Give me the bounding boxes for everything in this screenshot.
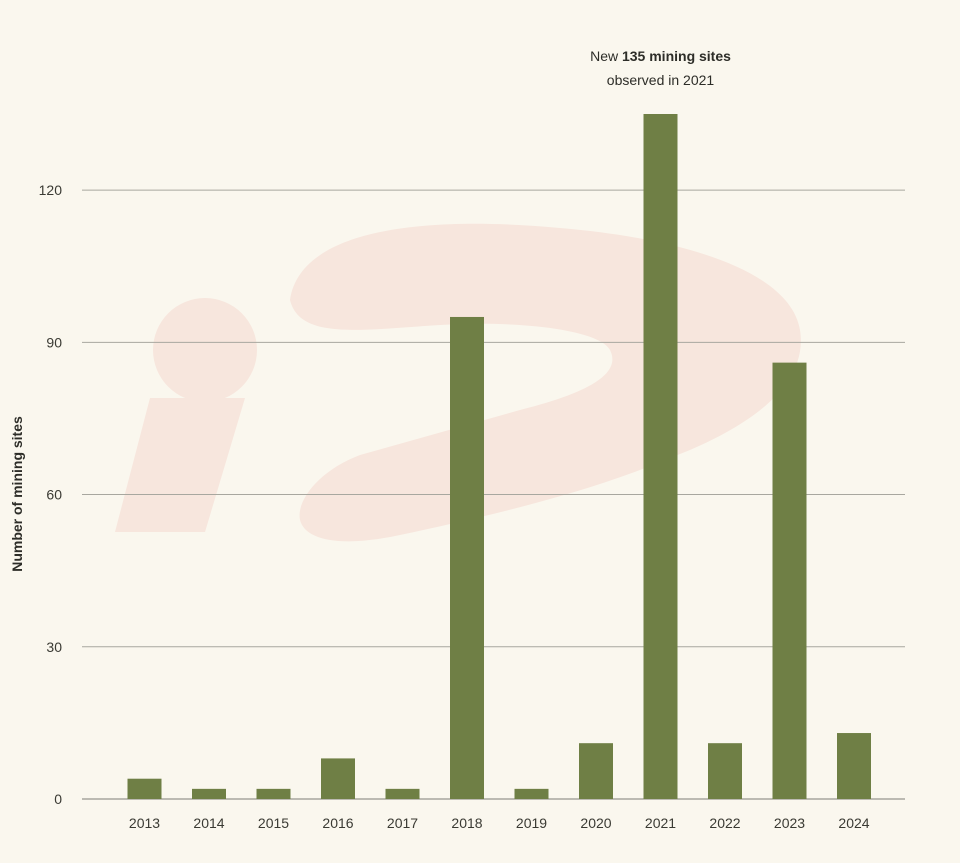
x-tick-label: 2014 [193,815,224,831]
x-tick-label: 2016 [322,815,353,831]
x-tick-labels: 2013 2014 2015 2016 2017 2018 2019 2020 2021 2022… [129,815,870,831]
bars [127,114,871,799]
y-tick-label: 60 [46,487,62,503]
bar [579,743,613,799]
y-tick-label: 120 [39,182,63,198]
annotation-line-1: New 135 mining sites [590,48,731,64]
y-tick-label: 0 [54,791,62,807]
bar [708,743,742,799]
x-tick-label: 2023 [774,815,805,831]
bar [192,788,226,799]
bar [514,788,549,799]
y-axis-title: Number of mining sites [9,416,25,572]
y-tick-label: 30 [46,639,62,655]
x-tick-label: 2024 [838,815,869,831]
x-tick-label: 2013 [129,815,160,831]
x-tick-label: 2021 [645,815,676,831]
x-tick-label: 2020 [580,815,611,831]
bar [385,788,420,799]
x-tick-label: 2018 [451,815,482,831]
bar [837,733,871,799]
x-tick-label: 2015 [258,815,289,831]
bar [643,114,678,799]
y-tick-label: 90 [46,334,62,350]
y-axis-label: Number of mining sites [9,416,25,572]
annotation-highlight: 135 mining sites [622,48,731,64]
x-tick-label: 2022 [709,815,740,831]
bar [321,758,355,799]
annotation-line-2: observed in 2021 [607,72,715,88]
bar [127,778,162,799]
annotation: New 135 mining sites observed in 2021 [590,48,731,88]
bar [450,316,484,799]
x-tick-label: 2019 [516,815,547,831]
annotation-prefix: New [590,48,622,64]
y-tick-labels: 0 30 60 90 120 [39,182,63,807]
bar [256,788,291,799]
bar [772,362,807,799]
x-tick-label: 2017 [387,815,418,831]
